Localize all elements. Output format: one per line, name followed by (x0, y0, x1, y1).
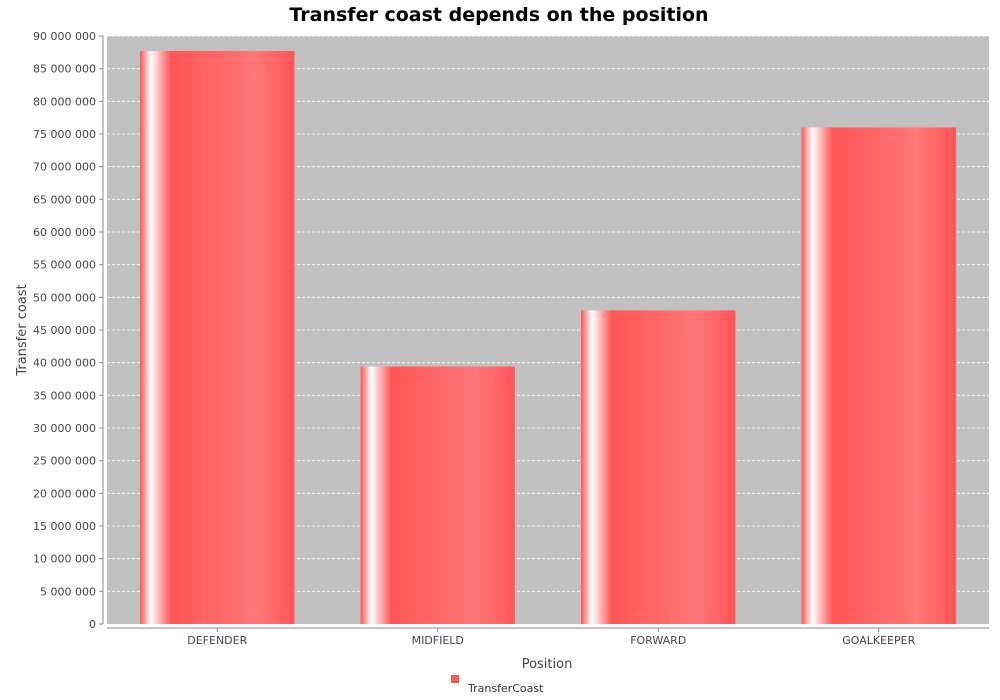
y-tick-label: 20 000 000 (33, 487, 96, 500)
y-tick-label: 60 000 000 (33, 226, 96, 239)
legend-label: TransferCoast (467, 682, 544, 695)
y-tick-label: 25 000 000 (33, 455, 96, 468)
bar-forward (581, 310, 736, 624)
y-tick-label: 5 000 000 (40, 585, 96, 598)
x-tick-label: MIDFIELD (412, 634, 464, 647)
x-tick-label: GOALKEEPER (842, 634, 915, 647)
y-axis-ticks: 0 5 000 000 10 000 000 15 000 000 20 000 000… (33, 30, 103, 631)
x-axis-ticks: DEFENDER MIDFIELD FORWARD GOALKEEPER (187, 628, 916, 647)
y-tick-label: 40 000 000 (33, 357, 96, 370)
y-tick-label: 35 000 000 (33, 389, 96, 402)
y-tick-label: 45 000 000 (33, 324, 96, 337)
y-tick-label: 70 000 000 (33, 161, 96, 174)
y-tick-label: 10 000 000 (33, 553, 96, 566)
chart-title: Transfer coast depends on the position (289, 4, 708, 26)
legend-swatch (451, 675, 459, 683)
y-tick-label: 50 000 000 (33, 291, 96, 304)
bar-defender (140, 51, 295, 624)
y-tick-label: 55 000 000 (33, 259, 96, 272)
y-tick-label: 85 000 000 (33, 63, 96, 76)
y-tick-label: 75 000 000 (33, 128, 96, 141)
y-tick-label: 80 000 000 (33, 95, 96, 108)
x-tick-label: FORWARD (630, 634, 686, 647)
y-tick-label: 15 000 000 (33, 520, 96, 533)
x-tick-label: DEFENDER (187, 634, 247, 647)
y-tick-label: 65 000 000 (33, 193, 96, 206)
bar-midfield (360, 366, 515, 624)
bar-goalkeeper (801, 127, 956, 624)
x-axis-label: Position (522, 657, 573, 672)
y-tick-label: 30 000 000 (33, 422, 96, 435)
y-axis-label: Transfer coast (15, 284, 30, 376)
y-tick-label: 90 000 000 (33, 30, 96, 43)
y-tick-label: 0 (89, 618, 96, 631)
legend: TransferCoast (451, 675, 544, 695)
bars (140, 51, 956, 624)
